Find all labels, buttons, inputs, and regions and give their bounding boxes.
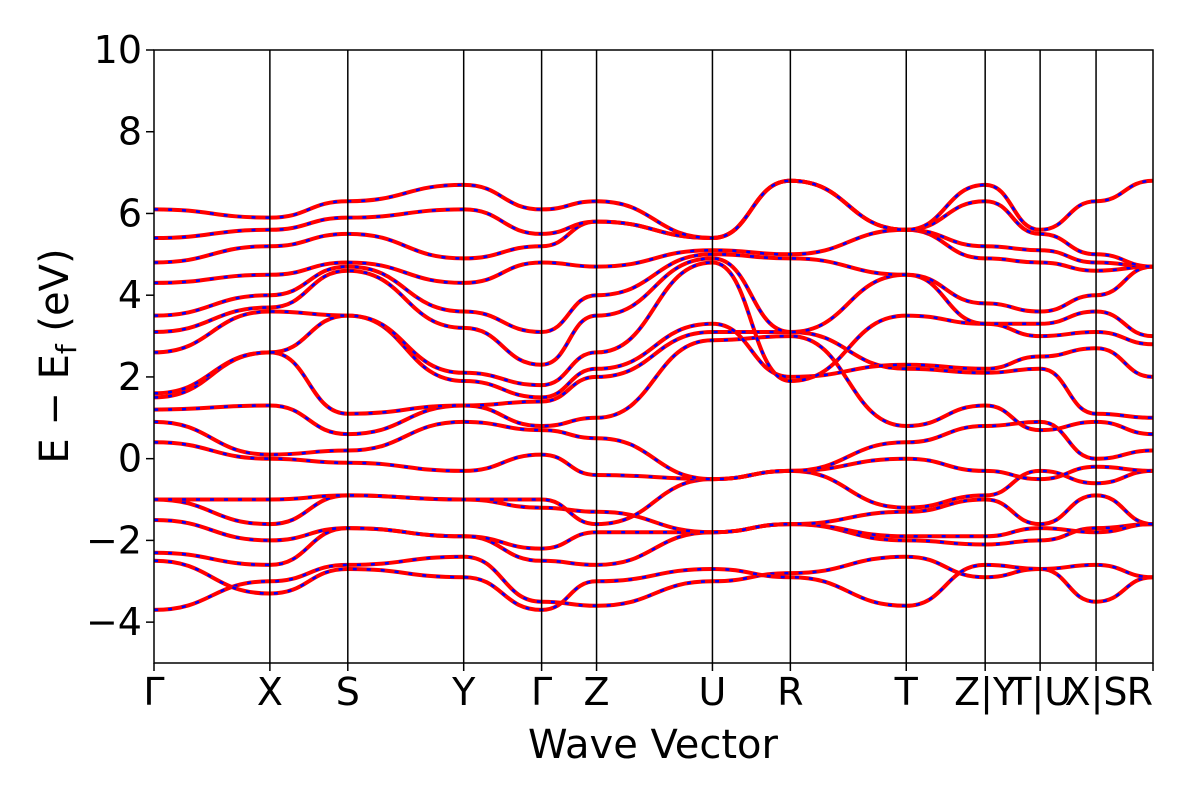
- band-line-blue: [153, 334, 1154, 436]
- kpoint-label: Y: [451, 670, 476, 714]
- kpoint-label: R: [1127, 670, 1153, 714]
- kpoint-label: X: [257, 670, 283, 714]
- band-line-blue: [153, 420, 1154, 481]
- kpoint-lines: [269, 50, 1097, 663]
- kpoint-label: Γ: [143, 670, 164, 714]
- y-axis: −4 −2 0 2 4 6 8 10: [86, 28, 154, 644]
- y-axis-title-main: E − E: [32, 354, 78, 464]
- x-axis: Γ X S Y Γ Z U R T Z|YT|UX|S R: [143, 663, 1154, 715]
- y-tick-label: 2: [118, 355, 142, 399]
- y-tick-label: 10: [94, 28, 142, 72]
- kpoint-label: X|S: [1065, 670, 1128, 715]
- bands-layer: [153, 178, 1154, 612]
- kpoint-label: R: [777, 670, 803, 714]
- kpoint-label: Z: [584, 670, 610, 714]
- x-axis-title: Wave Vector: [528, 722, 779, 768]
- kpoint-label: T|U: [1007, 670, 1072, 715]
- band-line-blue: [153, 253, 1154, 334]
- band-line-red: [153, 334, 1154, 437]
- y-axis-title-unit: (eV): [32, 248, 78, 344]
- y-axis-title: E − Ef (eV): [32, 248, 83, 463]
- band-line-red: [153, 419, 1154, 482]
- y-tick-label: −4: [86, 600, 142, 644]
- kpoint-label: S: [336, 670, 360, 714]
- kpoint-label: U: [699, 670, 727, 714]
- kpoint-label: Z|Y: [954, 670, 1017, 715]
- y-tick-label: 8: [118, 110, 142, 154]
- band-line-blue: [153, 559, 1154, 612]
- y-tick-label: 6: [118, 191, 142, 235]
- plot-frame: [153, 49, 1154, 664]
- band-line-red: [153, 518, 1154, 551]
- y-tick-label: 4: [118, 273, 142, 317]
- band-line-red: [153, 440, 1154, 482]
- band-line-red: [153, 227, 1154, 285]
- band-line-blue: [153, 330, 1154, 420]
- y-axis-title-subscript: f: [50, 343, 83, 354]
- kpoint-label: Γ: [531, 670, 552, 714]
- y-tick-label: −2: [86, 518, 142, 562]
- y-tick-label: 0: [118, 437, 142, 481]
- kpoint-label: T: [894, 670, 919, 714]
